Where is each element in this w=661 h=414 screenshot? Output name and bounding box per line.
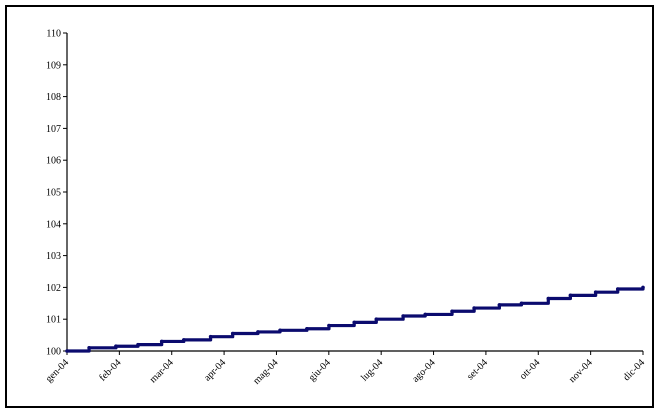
x-tick-label: ott-04 [518, 357, 543, 382]
data-point [230, 331, 235, 336]
data-point [136, 342, 140, 347]
y-tick-label: 101 [46, 315, 61, 326]
y-axis-ticks: 100 101 102 103 104 105 106 107 108 109 110 [46, 29, 67, 358]
data-point [65, 349, 69, 353]
x-tick-label: apr-04 [202, 357, 228, 383]
x-axis-ticks: gen-04 feb-04 mar-04 apr-04 mag-04 giu-04 lug-… [44, 351, 647, 387]
data-point [87, 346, 91, 350]
data-point [159, 339, 164, 344]
x-tick-label: mar-04 [148, 357, 176, 385]
y-tick-label: 103 [46, 251, 61, 262]
data-point [305, 326, 309, 331]
y-tick-label: 106 [46, 156, 61, 167]
data-point [546, 296, 551, 301]
x-tick-label: dic-04 [621, 357, 647, 383]
y-tick-label: 108 [46, 92, 61, 103]
data-point [593, 290, 598, 294]
data-point [114, 344, 118, 349]
data-point [497, 303, 502, 307]
data-point [374, 317, 379, 322]
chart-frame [5, 5, 654, 408]
axes [66, 33, 643, 352]
data-point [208, 334, 213, 339]
data-point [352, 320, 357, 325]
data-point [256, 330, 260, 334]
data-point [450, 309, 454, 314]
data-point [568, 293, 573, 298]
data-point [519, 301, 524, 306]
series-group [65, 285, 645, 353]
data-point [401, 314, 405, 318]
y-tick-label: 107 [46, 124, 61, 135]
x-tick-label: gen-04 [44, 357, 71, 384]
data-point [181, 338, 186, 342]
y-tick-label: 100 [46, 347, 61, 358]
y-tick-label: 102 [46, 283, 61, 294]
data-point [423, 312, 428, 317]
x-tick-label: ago-04 [410, 357, 437, 384]
x-tick-label: nov-04 [567, 357, 595, 385]
data-point [641, 285, 645, 290]
data-point [472, 306, 476, 310]
x-tick-label: mag-04 [251, 357, 280, 386]
x-tick-label: feb-04 [97, 357, 123, 383]
x-tick-label: lug-04 [359, 357, 385, 383]
x-tick-label: giu-04 [307, 357, 333, 383]
x-tick-label: set-04 [465, 357, 490, 382]
y-tick-label: 110 [46, 29, 61, 40]
y-tick-label: 105 [46, 188, 61, 199]
data-point [327, 323, 331, 328]
series-line [67, 287, 645, 353]
y-tick-label: 109 [46, 60, 61, 71]
y-tick-label: 104 [46, 219, 61, 230]
data-point [615, 287, 620, 291]
data-point [278, 328, 282, 333]
